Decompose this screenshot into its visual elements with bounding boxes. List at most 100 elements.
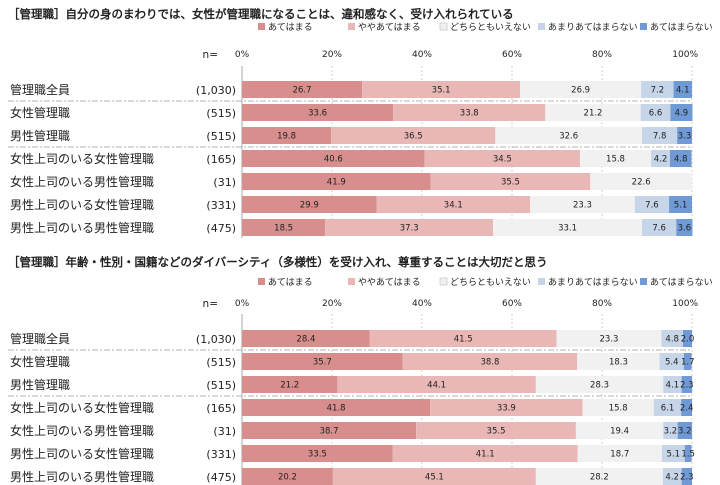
bar-segment-1	[242, 219, 326, 236]
bar-segment-2	[402, 353, 578, 370]
bar-segment-4	[640, 104, 671, 121]
chart-title: ［管理職］年齢・性別・国籍などのダイバーシティ（多様性）を受け入れ、尊重すること…	[8, 255, 547, 269]
bar-segment-1	[242, 353, 403, 370]
bar-segment-3	[495, 127, 643, 144]
data-label: 33.9	[497, 404, 516, 414]
category-label: 女性上司のいる男性管理職	[10, 174, 154, 189]
bar-segment-2	[416, 422, 576, 439]
bar-segment-1	[242, 330, 370, 347]
bar-row-7: 男性上司のいる男性管理職 (475) 18.5 37.3 33.1 7.6 3.6	[10, 219, 693, 236]
bar-segment-5	[670, 104, 693, 121]
bar-row-6: 男性上司のいる女性管理職 (331) 29.9 34.1 23.3 7.6 5.1	[10, 196, 692, 213]
data-label: 7.8	[653, 132, 667, 142]
bar-segment-3	[582, 399, 654, 416]
bar-segment-5	[677, 422, 692, 439]
bar-segment-2	[424, 150, 580, 167]
data-label: 4.1	[666, 381, 680, 391]
bar-segment-2	[331, 127, 496, 144]
bar-segment-1	[242, 376, 338, 393]
bar-segment-5	[683, 353, 692, 370]
data-label: 28.2	[590, 473, 609, 483]
bar-segment-3	[493, 219, 643, 236]
bar-segment-4	[663, 422, 678, 439]
bar-segment-3	[535, 468, 663, 485]
data-label: 3.2	[664, 427, 678, 437]
data-label: 4.9	[675, 109, 689, 119]
bar-segment-1	[242, 422, 417, 439]
data-label: 23.3	[600, 335, 619, 345]
legend-label: あてはまる	[268, 277, 313, 288]
data-label: 19.8	[277, 132, 296, 142]
data-label: 29.9	[300, 201, 319, 211]
data-label: 2.4	[680, 404, 694, 414]
bar-segment-4	[651, 150, 670, 167]
bar-segment-3	[535, 376, 664, 393]
bar-row-4: 女性上司のいる女性管理職 (165) 40.6 34.5 15.8 4.2 4.8	[10, 150, 692, 167]
n-value: (1,030)	[196, 84, 236, 97]
data-label: 7.6	[652, 224, 666, 234]
legend-swatch-1	[258, 278, 265, 285]
bar-segment-3	[575, 422, 664, 439]
category-label: 女性管理職	[10, 354, 70, 369]
data-label: 35.7	[313, 358, 332, 368]
bar-segment-2	[392, 445, 578, 462]
legend-swatch-2	[348, 278, 355, 285]
category-label: 男性上司のいる男性管理職	[10, 220, 154, 235]
legend-label: どちらともいえない	[450, 22, 531, 33]
n-value: (165)	[206, 153, 236, 166]
data-label: 41.9	[327, 178, 346, 188]
bar-row-5: 女性上司のいる男性管理職 (31) 38.7 35.5 19.4 3.2 3.2	[10, 422, 692, 439]
chart-panel-2: ［管理職］年齢・性別・国籍などのダイバーシティ（多様性）を受け入れ、尊重すること…	[8, 255, 713, 485]
bar-segment-5	[681, 468, 692, 485]
x-tick-label: 100%	[672, 50, 698, 60]
bar-row-7: 男性上司のいる男性管理職 (475) 20.2 45.1 28.2 4.2 2.3	[10, 468, 694, 485]
data-label: 28.4	[296, 335, 315, 345]
bar-segment-5	[684, 445, 692, 462]
data-label: 7.6	[645, 201, 659, 211]
data-label: 22.6	[632, 178, 651, 188]
bar-row-4: 女性上司のいる女性管理職 (165) 41.8 33.9 15.8 6.1 2.4	[10, 399, 693, 416]
data-label: 15.8	[609, 404, 628, 414]
bar-segment-4	[642, 127, 678, 144]
bar-row-2: 女性管理職 (515) 33.6 33.8 21.2 6.6 4.9	[10, 104, 693, 121]
bar-row-5: 女性上司のいる男性管理職 (31) 41.9 35.5 22.6	[10, 173, 692, 190]
data-label: 33.5	[308, 450, 327, 460]
data-label: 6.6	[649, 109, 663, 119]
data-label: 38.7	[320, 427, 339, 437]
data-label: 41.1	[476, 450, 495, 460]
legend-swatch-5	[640, 278, 647, 285]
data-label: 15.8	[606, 155, 625, 165]
bar-row-3: 男性管理職 (515) 19.8 36.5 32.6 7.8 3.3	[10, 127, 692, 144]
data-label: 35.5	[501, 178, 520, 188]
data-label: 33.6	[308, 109, 327, 119]
x-tick-label: 100%	[672, 299, 698, 309]
x-tick-label: 20%	[322, 299, 342, 309]
bar-segment-3	[577, 353, 660, 370]
data-label: 36.5	[404, 132, 423, 142]
data-label: 3.6	[678, 224, 692, 234]
x-tick-label: 80%	[592, 50, 612, 60]
bar-segment-2	[325, 219, 494, 236]
x-tick-label: 20%	[322, 50, 342, 60]
n-value: (475)	[206, 222, 236, 235]
bar-segment-2	[430, 399, 583, 416]
category-label: 管理職全員	[10, 82, 70, 97]
bar-segment-4	[661, 330, 683, 347]
data-label: 37.3	[400, 224, 419, 234]
data-label: 32.6	[559, 132, 578, 142]
bar-segment-3	[577, 445, 662, 462]
legend-swatch-3	[439, 277, 448, 286]
data-label: 35.5	[487, 427, 506, 437]
legend-label: あまりあてはまらない	[548, 277, 638, 288]
bar-segment-4	[641, 81, 674, 98]
bar-row-1: 管理職全員 (1,030) 26.7 35.1 26.9 7.2 4.1	[10, 81, 692, 98]
bar-row-6: 男性上司のいる女性管理職 (331) 33.5 41.1 18.7 5.1 1.5	[10, 445, 695, 462]
data-label: 41.5	[454, 335, 473, 345]
data-label: 38.8	[480, 358, 499, 368]
n-value: (165)	[206, 402, 236, 415]
data-label: 33.8	[460, 109, 479, 119]
data-label: 1.7	[681, 358, 695, 368]
category-label: 男性上司のいる男性管理職	[10, 469, 154, 484]
bar-segment-4	[634, 196, 670, 213]
data-label: 5.1	[674, 201, 688, 211]
